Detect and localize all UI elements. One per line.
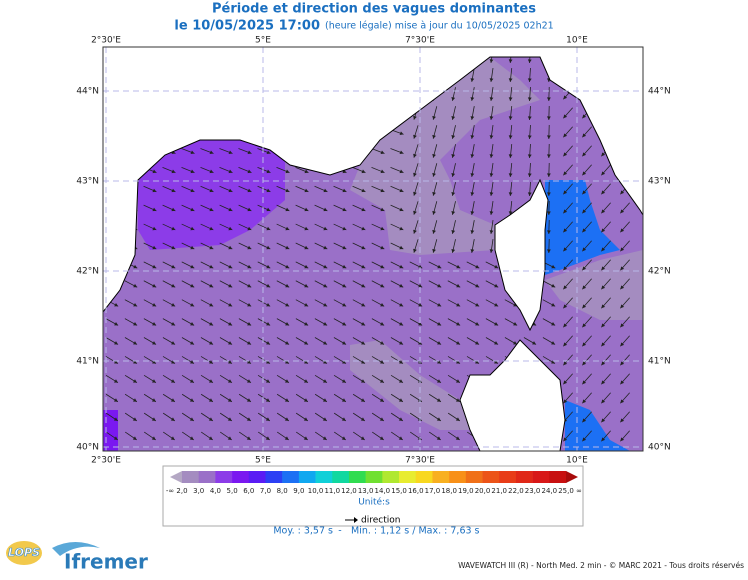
map	[103, 47, 643, 451]
update-note: (heure légale) mise à jour du 10/05/2025…	[325, 21, 554, 32]
colorbar-cell	[215, 471, 232, 483]
colorbar-cell	[533, 471, 550, 483]
colorbar-label: 5,0	[227, 487, 238, 495]
logo-ifremer: Ifremer	[64, 550, 148, 574]
lat-label: 42°N	[76, 267, 99, 277]
lon-label: 2°30'E	[91, 36, 121, 46]
colorbar-label: 17,0	[425, 487, 441, 495]
mean: Moy. : 3,57 s	[273, 526, 333, 537]
direction-label: direction	[361, 516, 400, 526]
lon-label: 5°E	[255, 456, 271, 466]
colorbar-cell	[382, 471, 399, 483]
lon-label: 7°30'E	[405, 456, 435, 466]
colorbar-label: 11,0	[324, 487, 340, 495]
separator: -	[338, 526, 341, 537]
colorbar-label: 24,0	[542, 487, 558, 495]
colorbar-cell	[499, 471, 516, 483]
colorbar-label: 22,0	[508, 487, 524, 495]
colorbar-label: 13,0	[358, 487, 374, 495]
colorbar-cell	[232, 471, 249, 483]
colorbar-cell	[449, 471, 466, 483]
colorbar-label: 19,0	[458, 487, 474, 495]
lon-label: 10°E	[566, 36, 588, 46]
colorbar-label: 15,0	[391, 487, 407, 495]
lat-label: 41°N	[648, 357, 671, 367]
lat-label: 41°N	[76, 357, 99, 367]
lon-label: 10°E	[566, 456, 588, 466]
colorbar-label: 20,0	[475, 487, 491, 495]
colorbar-label: 7,0	[260, 487, 271, 495]
colorbar-cell	[332, 471, 349, 483]
colorbar-cell	[466, 471, 483, 483]
colorbar-cell	[432, 471, 449, 483]
logo-lops: LOPS	[8, 546, 40, 559]
colorbar-label: 25,0	[558, 487, 574, 495]
date: le 10/05/2025 17:00	[174, 19, 320, 34]
colorbar-label: 18,0	[441, 487, 457, 495]
range: Min. : 1,12 s / Max. : 7,63 s	[351, 526, 480, 537]
lat-label: 44°N	[76, 87, 99, 97]
colorbar-label: 8,0	[277, 487, 288, 495]
title: Période et direction des vagues dominant…	[212, 2, 536, 17]
lon-label: 5°E	[255, 36, 271, 46]
colorbar-cell	[249, 471, 266, 483]
colorbar-label: 16,0	[408, 487, 424, 495]
colorbar-cell	[265, 471, 282, 483]
lat-label: 40°N	[76, 443, 99, 453]
lon-label: 2°30'E	[91, 456, 121, 466]
colorbar-cell	[399, 471, 416, 483]
colorbar-label: 6,0	[243, 487, 254, 495]
colorbar-cell	[182, 471, 199, 483]
colorbar-label: 10,0	[308, 487, 324, 495]
lon-label: 7°30'E	[405, 36, 435, 46]
colorbar-cell	[366, 471, 383, 483]
unit: Unité:s	[358, 497, 390, 508]
colorbar-label: 14,0	[375, 487, 391, 495]
colorbar-label: 23,0	[525, 487, 541, 495]
colorbar-cell	[416, 471, 433, 483]
lat-label: 42°N	[648, 267, 671, 277]
colorbar-cell	[282, 471, 299, 483]
colorbar-label: 3,0	[193, 487, 204, 495]
colorbar-label: 2,0	[176, 487, 187, 495]
lat-label: 44°N	[648, 87, 671, 97]
colorbar-label: -∞	[166, 487, 174, 495]
colorbar-cell	[199, 471, 216, 483]
colorbar-cell	[549, 471, 566, 483]
colorbar-cell	[483, 471, 500, 483]
colorbar-cell	[299, 471, 316, 483]
lat-label: 40°N	[648, 443, 671, 453]
colorbar-cell	[516, 471, 533, 483]
lat-label: 43°N	[76, 177, 99, 187]
colorbar-label: 21,0	[491, 487, 507, 495]
colorbar-label: 9,0	[293, 487, 304, 495]
colorbar-cell	[316, 471, 333, 483]
credit: WAVEWATCH III (R) - North Med. 2 min - ©…	[458, 561, 744, 570]
colorbar-label: ∞	[576, 487, 582, 495]
colorbar-label: 4,0	[210, 487, 221, 495]
colorbar-cell	[349, 471, 366, 483]
colorbar-label: 12,0	[341, 487, 357, 495]
lat-label: 43°N	[648, 177, 671, 187]
